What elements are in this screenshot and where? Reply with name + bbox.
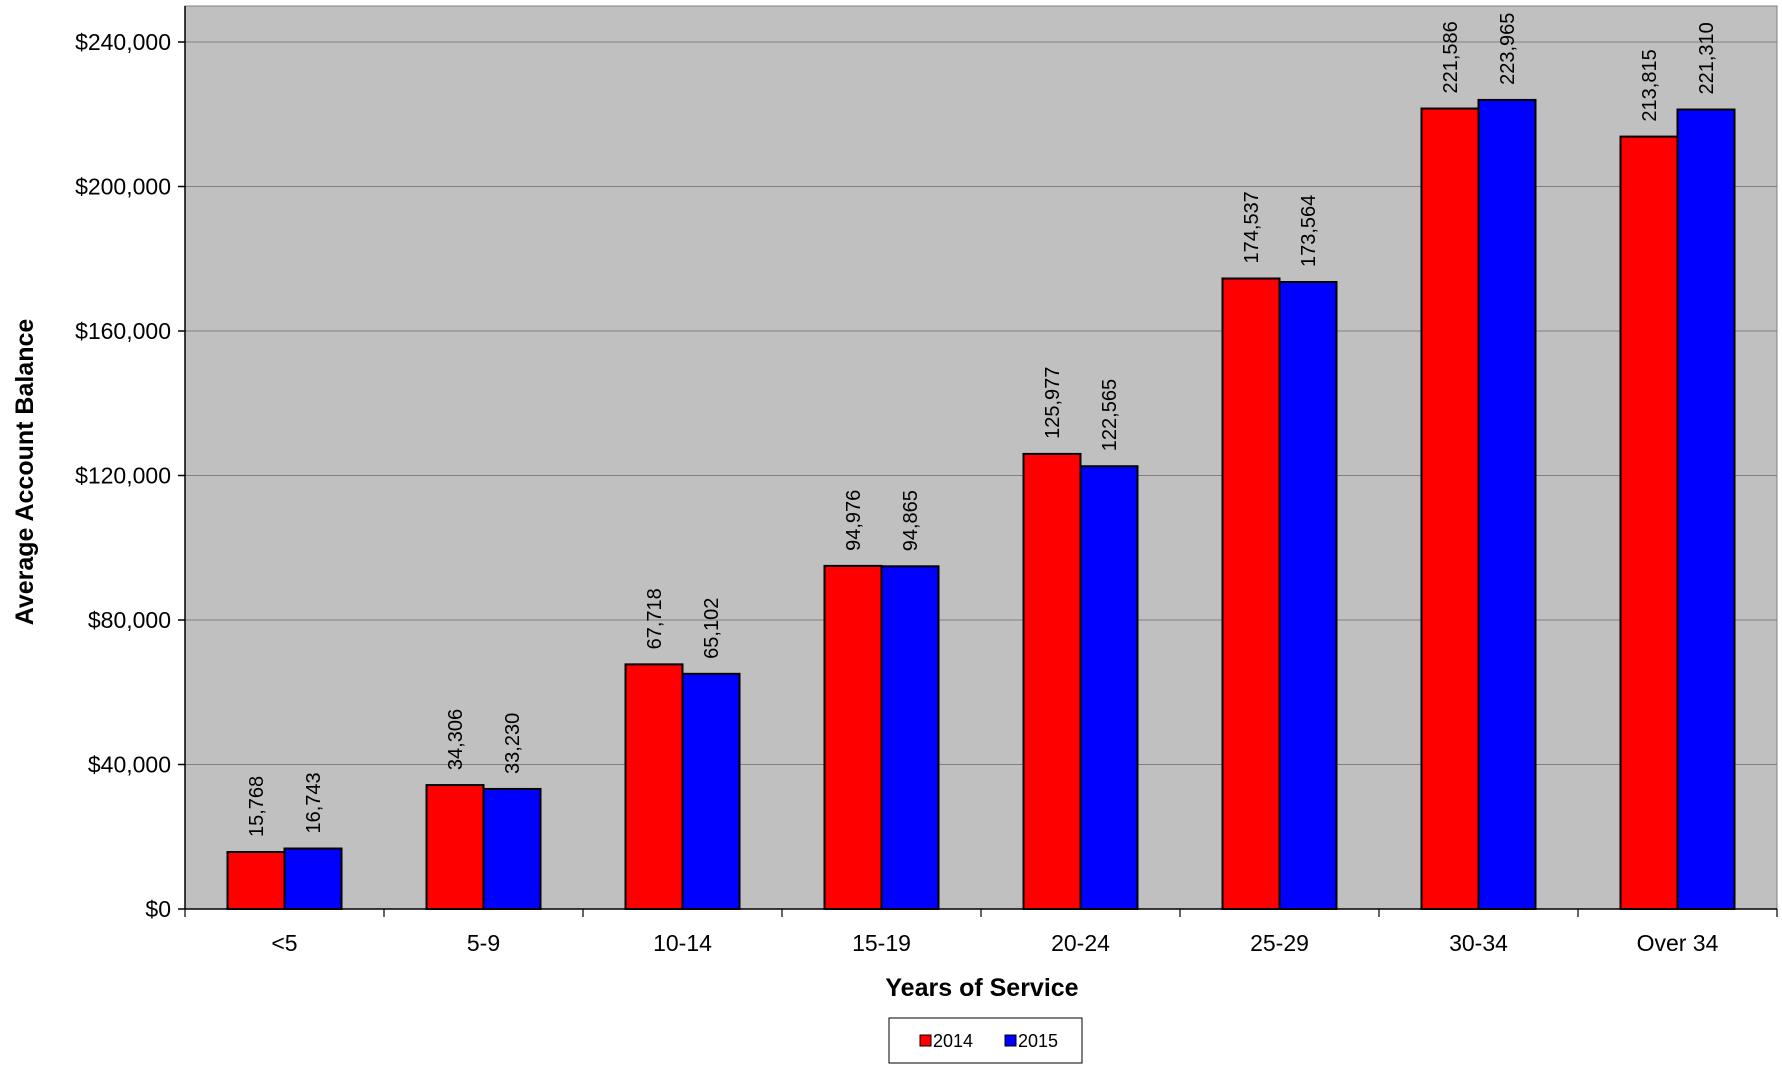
legend-label-2015: 2015 — [1018, 1031, 1058, 1051]
bar-2015-4 — [1079, 465, 1139, 910]
x-tick-label: 5-9 — [467, 930, 500, 956]
legend-swatch-2015 — [1004, 1034, 1017, 1047]
bar-2015-2 — [681, 672, 741, 910]
data-label-2015-4: 122,565 — [1099, 379, 1121, 451]
bar-2014-3 — [823, 564, 883, 910]
y-tick-label: $240,000 — [75, 29, 171, 55]
data-label-2014-5: 174,537 — [1241, 191, 1263, 263]
x-tick-label: 20-24 — [1051, 930, 1110, 956]
x-tick-label: <5 — [271, 930, 297, 956]
x-axis-ticks: <5 5-9 10-14 15-19 20-24 25-29 30-34 Over 34 — [184, 909, 1778, 956]
data-label-2014-2: 67,718 — [644, 588, 666, 649]
data-label-2015-2: 65,102 — [701, 598, 723, 659]
bar-2014-5 — [1221, 277, 1281, 910]
bar-2015-7 — [1676, 108, 1736, 910]
y-axis-ticks: $0 $40,000 $80,000 $120,000 $160,000 $200,000… — [75, 29, 185, 922]
legend-swatch-2014 — [919, 1034, 932, 1047]
x-axis-title: Years of Service — [885, 974, 1078, 1002]
bar-2015-1 — [482, 787, 542, 910]
y-tick-label: $120,000 — [75, 463, 171, 489]
data-label-2014-7: 213,815 — [1639, 49, 1661, 121]
bar-2015-3 — [880, 565, 940, 910]
data-label-2015-6: 223,965 — [1497, 13, 1519, 85]
legend-label-2014: 2014 — [933, 1031, 973, 1051]
bar-2015-0 — [283, 847, 343, 911]
data-label-2014-4: 125,977 — [1042, 367, 1064, 439]
data-label-2015-7: 221,310 — [1696, 22, 1718, 94]
bars: 15,768 16,743 34,306 33,230 67,718 65,102 94,9… — [226, 13, 1736, 911]
x-tick-label: 10-14 — [653, 930, 712, 956]
bar-2014-4 — [1022, 452, 1082, 910]
x-tick-label: 30-34 — [1449, 930, 1508, 956]
data-label-2015-3: 94,865 — [900, 490, 922, 551]
data-label-2014-6: 221,586 — [1440, 21, 1462, 93]
bar-2014-2 — [624, 663, 684, 910]
legend: 2014 2015 — [888, 1017, 1083, 1064]
data-label-2014-3: 94,976 — [843, 490, 865, 551]
y-tick-label: $200,000 — [75, 174, 171, 200]
bar-2015-6 — [1477, 98, 1537, 910]
data-label-2015-5: 173,564 — [1298, 195, 1320, 267]
y-axis-title: Average Account Balance — [11, 319, 39, 626]
y-tick-label: $40,000 — [88, 752, 171, 778]
data-label-2014-1: 34,306 — [445, 709, 467, 770]
x-tick-label: 15-19 — [852, 930, 911, 956]
x-tick-label: Over 34 — [1637, 930, 1719, 956]
bar-2014-0 — [226, 851, 286, 910]
bar-2014-1 — [425, 784, 485, 911]
data-label-2015-1: 33,230 — [502, 713, 524, 774]
bar-2015-5 — [1278, 281, 1338, 910]
y-tick-label: $160,000 — [75, 318, 171, 344]
data-label-2014-0: 15,768 — [246, 776, 268, 837]
data-label-2015-0: 16,743 — [303, 772, 325, 833]
y-tick-label: $0 — [145, 896, 171, 922]
y-tick-label: $80,000 — [88, 607, 171, 633]
x-tick-label: 25-29 — [1250, 930, 1309, 956]
plot-area — [184, 5, 1778, 910]
bar-2014-6 — [1420, 107, 1480, 911]
bar-2014-7 — [1619, 135, 1679, 910]
